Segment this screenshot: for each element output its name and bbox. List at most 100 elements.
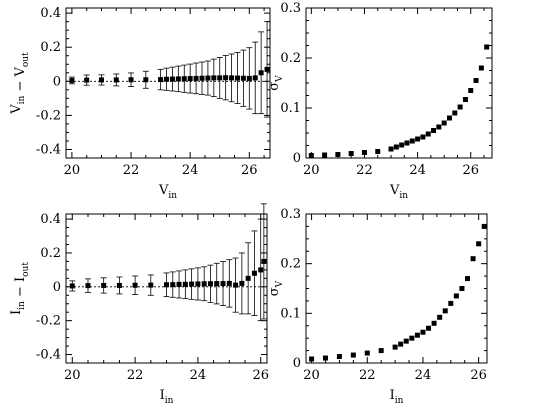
y-axis-label-subscript: out	[21, 52, 31, 67]
y-axis-label-part: −	[13, 282, 28, 301]
data-point	[175, 76, 181, 82]
data-point	[245, 275, 251, 281]
data-point	[85, 283, 91, 289]
x-tick-label: 24	[182, 163, 199, 178]
x-axis-label-subscript: in	[399, 191, 408, 201]
data-point	[252, 75, 258, 81]
x-tick-label: 20	[64, 163, 81, 178]
data-point	[361, 150, 367, 155]
y-tick-label: 0	[53, 74, 61, 89]
data-point	[375, 149, 381, 154]
data-point	[211, 75, 217, 81]
data-point	[116, 282, 122, 288]
x-axis-label: Vin	[389, 183, 408, 201]
data-point	[457, 104, 463, 110]
x-tick-label: 26	[241, 163, 258, 178]
data-point	[148, 282, 154, 288]
data-point	[398, 341, 404, 347]
x-tick-label: 26	[462, 163, 479, 178]
data-point	[441, 120, 447, 126]
data-point	[409, 138, 415, 144]
data-point	[234, 75, 240, 81]
x-tick-label: 22	[359, 368, 376, 383]
data-point	[229, 75, 235, 81]
data-point	[143, 77, 149, 83]
data-point	[205, 75, 211, 81]
data-point	[233, 282, 239, 288]
y-tick-label: 0	[293, 356, 301, 371]
data-point	[199, 75, 205, 81]
data-point	[470, 256, 476, 262]
y-tick-label: -0.2	[36, 314, 61, 329]
x-tick-label: 26	[470, 368, 487, 383]
data-point	[98, 77, 104, 83]
y-axis-label: σV	[267, 280, 285, 296]
x-tick-label: 20	[64, 368, 81, 383]
y-axis-label-part: σ	[267, 287, 282, 296]
y-axis-label: Vin − Vout	[9, 52, 31, 115]
data-point	[101, 282, 107, 288]
x-axis-label-part: V	[158, 183, 169, 198]
data-point	[181, 76, 187, 82]
y-axis-label: σV	[267, 75, 285, 91]
y-tick-label: 0.1	[280, 101, 301, 116]
data-point	[195, 281, 201, 287]
data-point	[113, 77, 119, 83]
x-tick-label: 22	[127, 368, 144, 383]
data-point	[478, 65, 484, 71]
data-point	[217, 75, 223, 81]
y-tick-label: 0.4	[40, 6, 61, 21]
x-axis-label: Iin	[160, 388, 174, 406]
y-axis-label-part: σ	[267, 82, 282, 91]
data-point	[261, 258, 267, 264]
data-point	[364, 350, 370, 356]
data-point	[481, 223, 487, 229]
data-point	[431, 128, 437, 133]
data-point	[239, 280, 245, 286]
data-point	[403, 338, 409, 344]
data-point	[378, 348, 384, 354]
data-point	[258, 70, 264, 76]
data-point	[468, 88, 474, 93]
data-point	[388, 146, 394, 152]
data-point	[322, 355, 328, 361]
data-point	[226, 280, 232, 286]
x-axis-label-subscript: in	[165, 396, 174, 406]
x-axis-label-part: V	[389, 183, 400, 198]
y-tick-label: 0.3	[280, 207, 301, 222]
x-axis-label: Iin	[390, 388, 404, 406]
data-point	[223, 75, 229, 81]
x-tick-label: 26	[252, 368, 269, 383]
y-axis-label-part: V	[13, 66, 28, 77]
data-point	[182, 281, 188, 287]
y-tick-label: -0.4	[36, 348, 61, 363]
y-tick-label: 0.2	[280, 51, 301, 66]
data-point	[251, 270, 257, 276]
y-axis-label-subscript: in	[17, 301, 27, 310]
data-point	[335, 152, 341, 157]
y-tick-label: 0.1	[280, 306, 301, 321]
x-axis-label: Vin	[158, 183, 177, 201]
x-tick-label: 24	[190, 368, 207, 383]
data-point	[128, 77, 134, 83]
data-point	[476, 241, 482, 247]
data-point	[436, 124, 442, 130]
data-point	[348, 151, 354, 156]
data-point	[189, 281, 195, 287]
data-point	[308, 153, 314, 158]
data-point	[420, 329, 426, 335]
data-point	[437, 314, 443, 320]
data-point	[404, 140, 410, 146]
data-point	[426, 325, 432, 331]
plot-frame	[305, 7, 493, 159]
x-axis-label-subscript: in	[395, 396, 404, 406]
y-axis-label-part: −	[13, 76, 28, 95]
y-axis-label-subscript: V	[275, 280, 285, 288]
data-point	[448, 300, 454, 306]
data-point	[399, 142, 405, 148]
x-tick-label: 20	[303, 368, 320, 383]
data-point	[176, 281, 182, 287]
data-point	[214, 281, 220, 287]
y-axis-label-part: I	[9, 310, 24, 315]
